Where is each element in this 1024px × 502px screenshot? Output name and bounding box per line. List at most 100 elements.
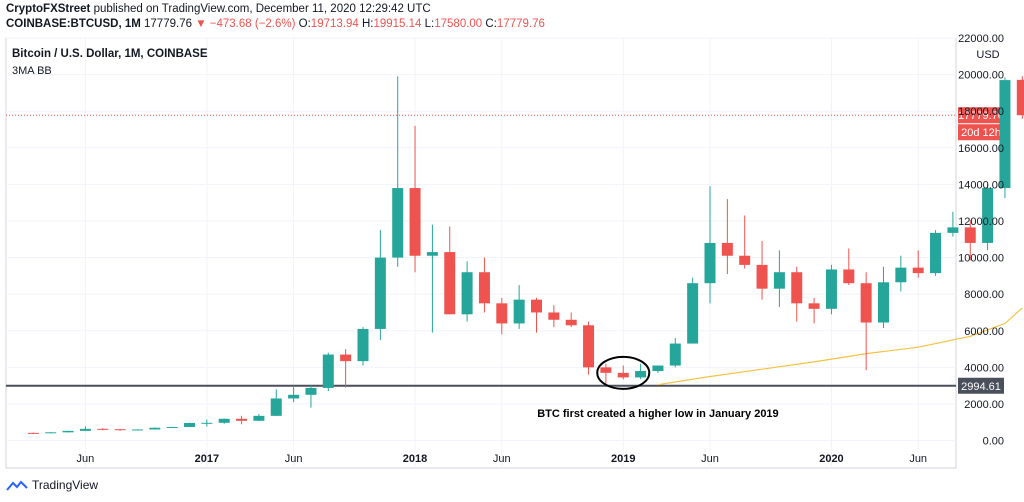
candlestick-chart[interactable]: Bitcoin / U.S. Dollar, 1M, COINBASE 3MA … [0,0,1024,474]
candle-body [669,343,681,366]
x-tick-label: 2019 [611,453,635,465]
low-label: L: [424,18,435,30]
footer-brand-label: TradingView [32,478,99,492]
publish-line: CryptoFXStreet published on TradingView.… [6,3,431,15]
candle-body [773,272,785,289]
candle-body [895,267,907,283]
candle-body [617,372,629,378]
candle-body [912,267,924,274]
x-tick-label: 2020 [819,453,843,465]
publisher-name: CryptoFXStreet [6,3,91,15]
candle-body [531,299,542,313]
candle-body [825,269,837,309]
y-axis[interactable]: USD 0.00 2000.00 4000.00 6000.00 8000.00 1000… [958,33,1004,448]
legend-title: Bitcoin / U.S. Dollar, 1M, COINBASE [12,48,208,60]
candle-body [1016,79,1024,116]
x-axis[interactable]: Jun2017Jun2018Jun2019Jun2020Jun2021Jun [77,453,1024,465]
candle-body [461,272,473,315]
support-layer: 2994.61 [6,377,1004,394]
candle-body [878,282,889,323]
candle-body [270,398,282,416]
candle-body [843,269,855,284]
last-price: 17779.76 [144,18,192,30]
x-tick-label: Jun [701,453,719,465]
close-label: C: [485,18,497,30]
axis-unit-label: USD [976,49,999,61]
y-tick-label: 20000.00 [958,70,1004,82]
open-value: 19713.94 [310,18,359,30]
candle-body [791,272,803,304]
candle-body [288,394,300,399]
candle-body [860,283,872,323]
candle-body [756,264,768,289]
candle-body [635,371,647,378]
close-value: 17779.76 [496,18,545,30]
support-price-tag [958,377,1004,394]
x-tick-label: Jun [493,453,511,465]
candle-body [201,422,213,424]
candle-body [947,227,959,233]
candle-body [478,272,490,304]
candle-body [704,242,716,284]
indicator-label: 3MA BB [12,65,52,77]
countdown-tag [958,124,1004,141]
y-tick-label: 4000.00 [964,362,1004,374]
last-price-label: 17779.76 [958,110,1004,122]
candle-body [721,242,733,256]
candle-body [374,257,386,329]
x-tick-label: 2017 [195,453,219,465]
x-tick-label: Jun [77,453,95,465]
y-tick-label: 22000.00 [958,33,1004,45]
last-price-tag [958,107,1004,124]
candle-body [79,428,91,431]
candle-body [808,303,820,309]
candle-body [149,427,161,430]
candle-body [62,430,74,433]
ohlc-line: COINBASE:BTCUSD, 1M 17779.76 ▼ −473.68 (… [6,18,545,30]
candle-body [652,365,664,372]
candle-body [45,432,57,434]
price-line-layer: 17779.76 20d 12h [6,107,1004,141]
candle-body [253,415,265,421]
candles [27,76,1024,434]
candle-body [600,367,612,373]
x-tick-label: 2018 [403,453,427,465]
candle-body [548,312,560,320]
x-tick-label: Jun [285,453,303,465]
y-tick-label: 6000.00 [964,326,1004,338]
candle-body [218,418,230,423]
tradingview-logo-icon [6,480,28,491]
candle-body [392,188,404,258]
y-tick-label: 2000.00 [964,399,1004,411]
plot-frame [5,37,957,469]
candle-body [166,427,178,429]
y-tick-label: 12000.00 [958,216,1004,228]
symbol-label: COINBASE:BTCUSD, 1M [6,18,141,30]
support-price-label: 2994.61 [961,381,1001,393]
candle-body [999,80,1011,189]
candle-body [444,252,456,315]
published-text: published on TradingView.com, December 1… [93,3,431,15]
candle-body [687,283,699,344]
candle-body [930,232,942,274]
candle-body [739,255,751,265]
low-value: 17580.00 [434,18,483,30]
open-label: O: [298,18,311,30]
candle-body [97,428,109,430]
highlight-circle [596,355,651,390]
y-tick-label: 14000.00 [958,179,1004,191]
down-arrow-icon: ▼ [195,18,207,30]
candle-body [131,429,143,431]
high-value: 19915.14 [373,18,422,30]
annotation-text: BTC first created a higher low in Januar… [537,408,778,420]
y-tick-label: 8000.00 [964,289,1004,301]
candle-body [426,252,438,256]
x-tick-label: Jun [909,453,927,465]
candle-body [982,188,994,243]
candle-body [340,354,352,362]
footer-brand[interactable]: TradingView [6,478,98,492]
candle-body [513,299,525,324]
candle-body [357,328,369,362]
candle-body [565,319,577,326]
countdown-label: 20d 12h [961,127,1001,139]
